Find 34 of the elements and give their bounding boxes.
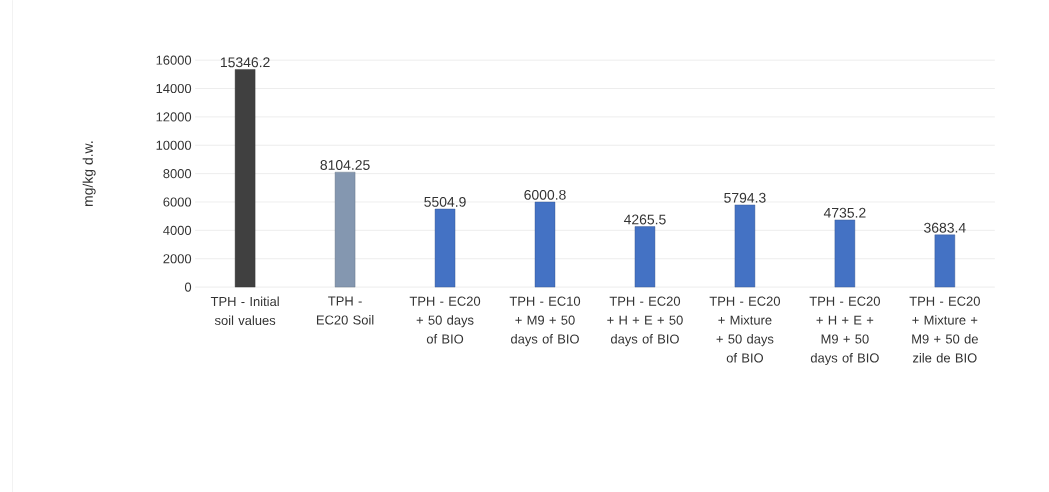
- x-tick-label: TPH - EC20 + 50 days of BIO: [409, 296, 481, 344]
- y-axis-title: mg/kg d.w.: [82, 141, 96, 206]
- bar: [634, 226, 656, 288]
- y-tick-label: 10000: [156, 140, 192, 150]
- y-tick-label: 14000: [156, 83, 192, 94]
- x-tick-label: TPH - EC20 + Mixture + M9 + 50 de zile de BIO: [909, 296, 980, 363]
- x-tick-label: TPH - EC20 + H + E + M9 + 50 days of BIO: [809, 296, 880, 365]
- x-tick-label: TPH - EC20 + Mixture + 50 days of BIO: [709, 296, 781, 363]
- x-tick-label: TPH - EC20 Soil: [316, 296, 374, 325]
- y-tick-label: 2000: [163, 254, 192, 264]
- data-label: 15346.2: [220, 57, 270, 68]
- data-label: 3683.4: [924, 222, 966, 233]
- data-label: 5504.9: [424, 196, 466, 207]
- bar: [834, 219, 856, 288]
- y-tick-label: 8000: [163, 168, 192, 179]
- bar: [234, 69, 256, 288]
- x-tick-label: TPH - Initial soil values: [210, 296, 279, 325]
- y-tick-label: 12000: [156, 112, 192, 122]
- data-label: 4735.2: [823, 207, 866, 218]
- data-label: 5794.3: [724, 192, 766, 203]
- x-tick-label: TPH - EC10 + M9 + 50 days of BIO: [509, 296, 581, 347]
- y-tick-label: 6000: [163, 197, 192, 207]
- bar: [934, 234, 956, 288]
- bar: [734, 204, 756, 288]
- data-label: 6000.8: [524, 189, 566, 200]
- y-tick-label: 4000: [163, 225, 192, 235]
- bar: [534, 201, 556, 288]
- bar: [334, 171, 356, 288]
- data-label: 4265.5: [623, 214, 666, 225]
- y-tick-label: 0: [184, 282, 192, 292]
- data-label: 8104.25: [320, 159, 370, 170]
- bar: [434, 208, 456, 288]
- x-tick-label: TPH - EC20 + H + E + 50 days of BIO: [607, 296, 683, 347]
- y-tick-label: 16000: [156, 55, 192, 65]
